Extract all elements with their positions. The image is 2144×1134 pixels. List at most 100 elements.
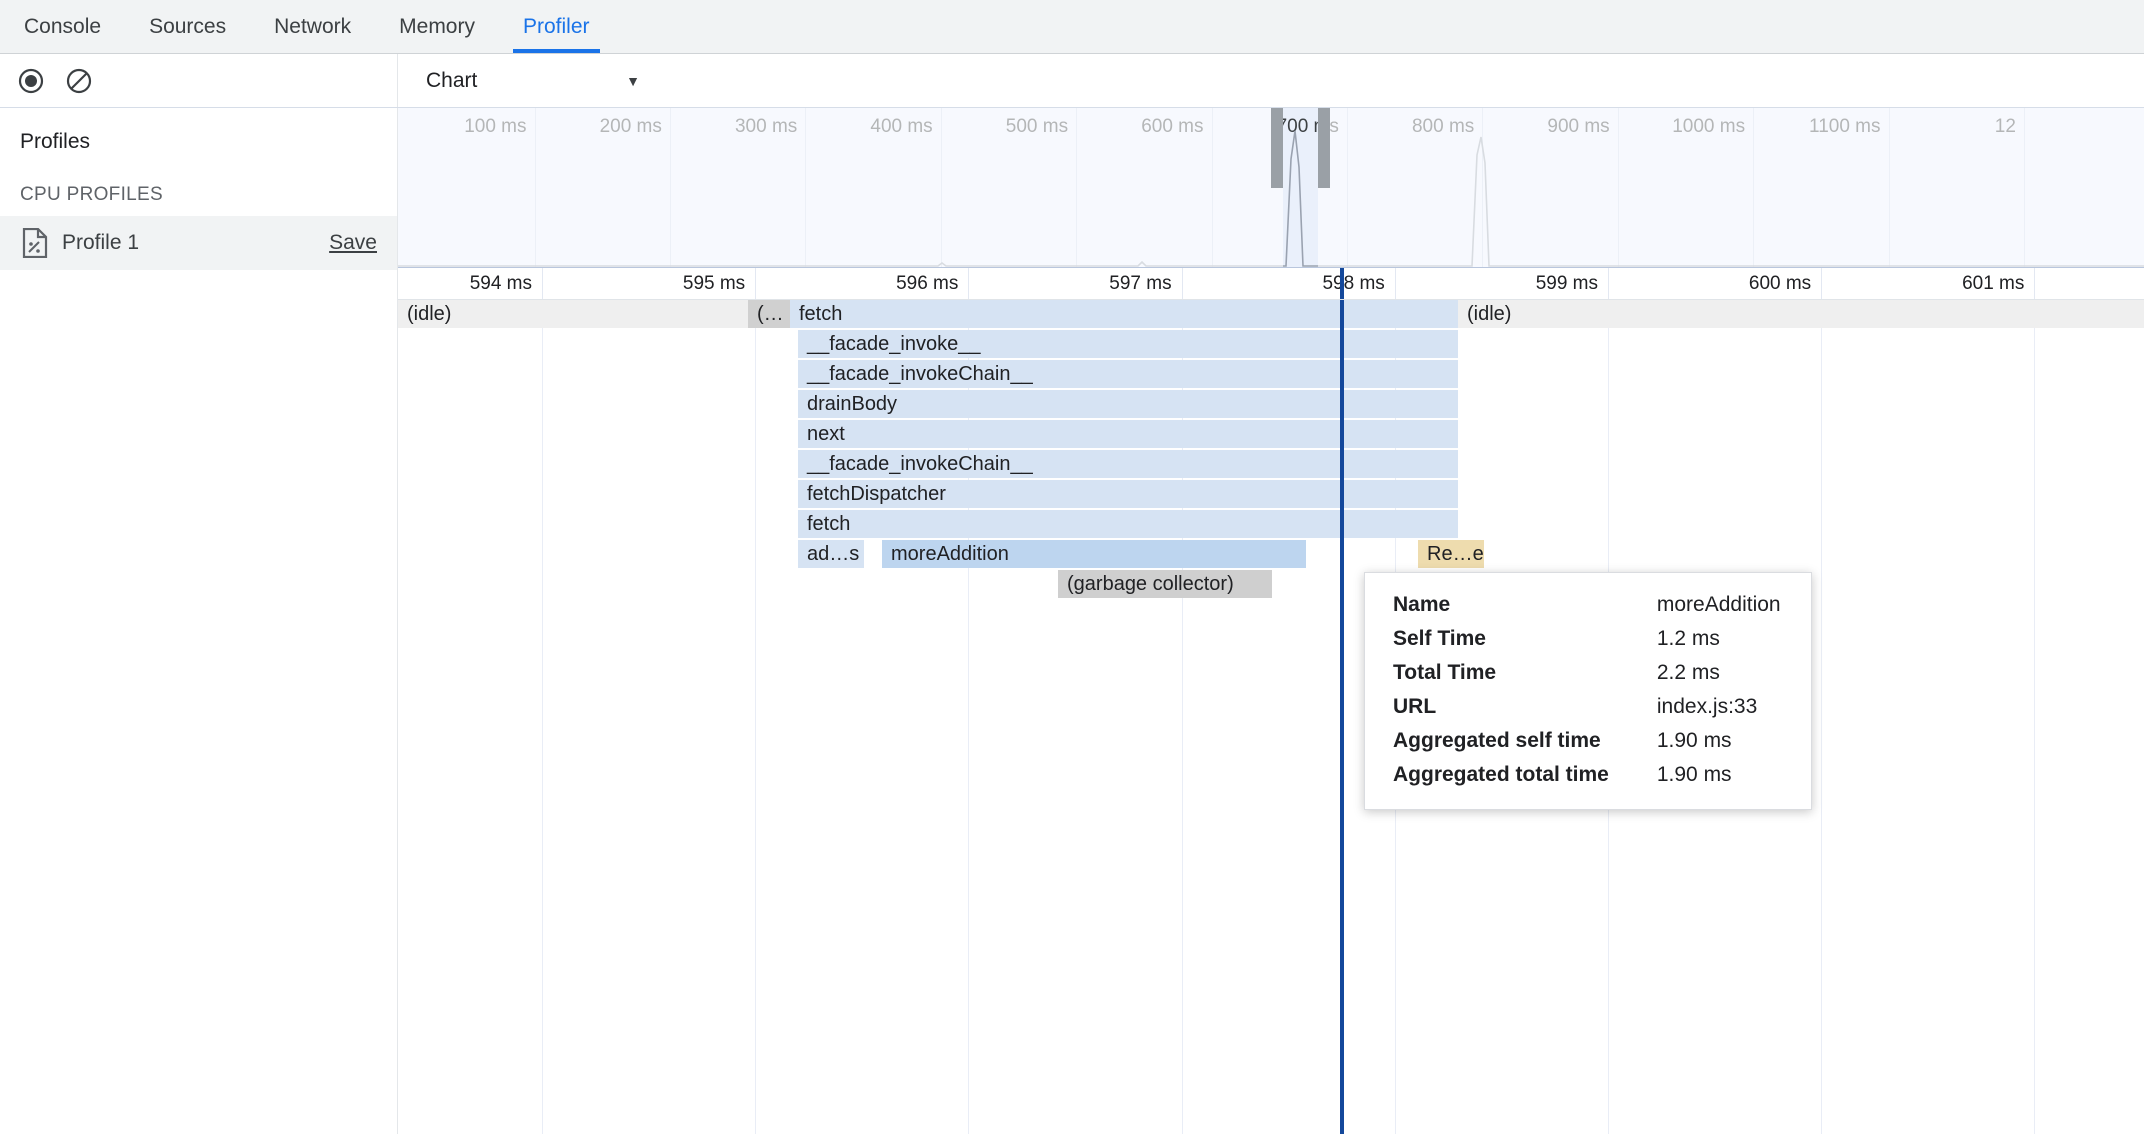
detail-tick [1394, 268, 1396, 299]
flame-bar[interactable]: fetchDispatcher [798, 480, 1458, 508]
chevron-down-icon: ▼ [626, 72, 640, 89]
tab-label: Sources [149, 14, 227, 38]
tooltip-key: Name [1393, 593, 1451, 616]
detail-tick [2034, 268, 2036, 299]
tooltip-key: Aggregated self time [1393, 729, 1601, 752]
sidebar-section-cpu-profiles: CPU PROFILES [20, 184, 163, 205]
time-marker-line[interactable] [1340, 300, 1344, 1134]
tab-label: Profiler [522, 14, 590, 38]
flame-bar-label: fetchDispatcher [807, 482, 946, 505]
tooltip-key: URL [1393, 695, 1437, 718]
tooltip-key: Aggregated total time [1393, 763, 1609, 786]
flame-bar-label: drainBody [807, 392, 898, 415]
flame-bar-label: fetch [807, 512, 851, 535]
detail-tick-label: 594 ms [469, 273, 532, 294]
view-type-select[interactable]: Chart ▼ [412, 61, 654, 101]
tooltip-value: index.js:33 [1656, 695, 1758, 718]
detail-tick [755, 268, 757, 299]
flame-gridline [542, 300, 543, 1134]
tooltip-key: Total Time [1393, 661, 1497, 684]
flame-bar[interactable]: (… [748, 300, 790, 328]
flame-gridline [1821, 300, 1823, 1134]
view-type-value: Chart [426, 68, 478, 92]
overview-selection-handle-left[interactable] [1271, 108, 1283, 188]
detail-tick [1181, 268, 1183, 299]
save-profile-link[interactable]: Save [329, 231, 377, 254]
flame-bar-label: __facade_invokeChain__ [807, 362, 1033, 385]
flame-gridline [968, 300, 970, 1134]
tooltip-key: Self Time [1393, 627, 1486, 650]
tooltip-value: 1.2 ms [1656, 627, 1720, 650]
panel-tabbar: Console Sources Network Memory Profiler [0, 0, 2144, 54]
flame-gridline [755, 300, 757, 1134]
detail-tick-label: 597 ms [1109, 273, 1172, 294]
flame-bar-label: next [807, 422, 845, 445]
overview-dim-left [398, 108, 1283, 267]
flame-bar-label: (idle) [407, 302, 452, 325]
detail-tick-label: 596 ms [896, 273, 959, 294]
profile-label: Profile 1 [62, 231, 140, 254]
detail-tick-label: 598 ms [1322, 273, 1385, 294]
sidebar-title: Profiles [20, 130, 91, 153]
toolbar-controls [0, 54, 398, 107]
flame-bar-label: __facade_invoke__ [807, 332, 981, 355]
flame-bar-label: ad…s [807, 542, 860, 565]
flame-bar[interactable]: fetch [790, 300, 1458, 328]
tab-profiler[interactable]: Profiler [499, 0, 614, 53]
flame-bar[interactable]: next [798, 420, 1458, 448]
detail-tick [1821, 268, 1823, 299]
flame-bar[interactable]: __facade_invokeChain__ [798, 360, 1458, 388]
flame-bar-label: (idle) [1467, 302, 1512, 325]
time-marker-ruler [1340, 268, 1344, 299]
detail-time-ruler: 594 ms 595 ms 596 ms 597 ms 598 ms 599 ms 600 … [398, 268, 2144, 300]
clear-icon[interactable] [64, 66, 94, 96]
tooltip-value: 1.90 ms [1656, 729, 1732, 752]
flame-bar-label: moreAddition [891, 542, 1009, 565]
profile-file-icon [22, 227, 48, 259]
flame-bar-label: fetch [799, 302, 843, 325]
flame-bar[interactable]: moreAddition [882, 540, 1306, 568]
tab-label: Console [24, 14, 102, 38]
detail-tick [542, 268, 543, 299]
tab-label: Network [274, 14, 352, 38]
flame-bar[interactable]: (idle) [398, 300, 748, 328]
flame-bar[interactable]: (idle) [1458, 300, 2144, 328]
flame-bar[interactable]: ad…s [798, 540, 864, 568]
flame-bar[interactable]: drainBody [798, 390, 1458, 418]
detail-tick-label: 595 ms [682, 273, 746, 294]
overview-dim-right [1318, 108, 2144, 267]
overview-selection-handle-right[interactable] [1318, 108, 1330, 188]
flame-bar[interactable]: __facade_invoke__ [798, 330, 1458, 358]
sidebar-item-profile-1[interactable]: Profile 1 Save [0, 216, 397, 270]
detail-tick-label: 599 ms [1535, 273, 1598, 294]
flame-bar[interactable]: Re…e [1418, 540, 1484, 568]
detail-tick-label: 600 ms [1748, 273, 1812, 294]
tooltip-value: moreAddition [1656, 593, 1781, 616]
flame-gridline [2034, 300, 2036, 1134]
tab-memory[interactable]: Memory [375, 0, 499, 53]
profiles-sidebar: Profiles CPU PROFILES Profile 1 Save [0, 108, 398, 1134]
tooltip-value: 1.90 ms [1656, 763, 1732, 786]
profiler-toolbar: Chart ▼ [0, 54, 2144, 108]
flame-bar-label: Re…e [1427, 542, 1484, 565]
flame-bar-label: (garbage collector) [1067, 572, 1234, 595]
flame-chart[interactable]: (idle) (… fetch (idle) __facade_invoke__ __fa… [398, 300, 2144, 1134]
flame-bar[interactable]: fetch [798, 510, 1458, 538]
tab-sources[interactable]: Sources [125, 0, 250, 53]
flame-bar[interactable]: (garbage collector) [1058, 570, 1272, 598]
record-icon[interactable] [16, 66, 46, 96]
flame-bar-label: __facade_invokeChain__ [807, 452, 1033, 475]
flame-gridline [1181, 300, 1183, 1134]
detail-tick-label: 601 ms [1962, 273, 2025, 294]
frame-details-tooltip: Name moreAddition Self Time 1.2 ms Total Tim… [1364, 572, 1812, 810]
tooltip-value: 2.2 ms [1656, 661, 1720, 684]
flame-bar-label: (… [757, 302, 784, 325]
flame-bar[interactable]: __facade_invokeChain__ [798, 450, 1458, 478]
detail-tick [1608, 268, 1609, 299]
tab-console[interactable]: Console [0, 0, 125, 53]
detail-tick [968, 268, 970, 299]
tab-label: Memory [399, 14, 475, 38]
tab-network[interactable]: Network [250, 0, 375, 53]
